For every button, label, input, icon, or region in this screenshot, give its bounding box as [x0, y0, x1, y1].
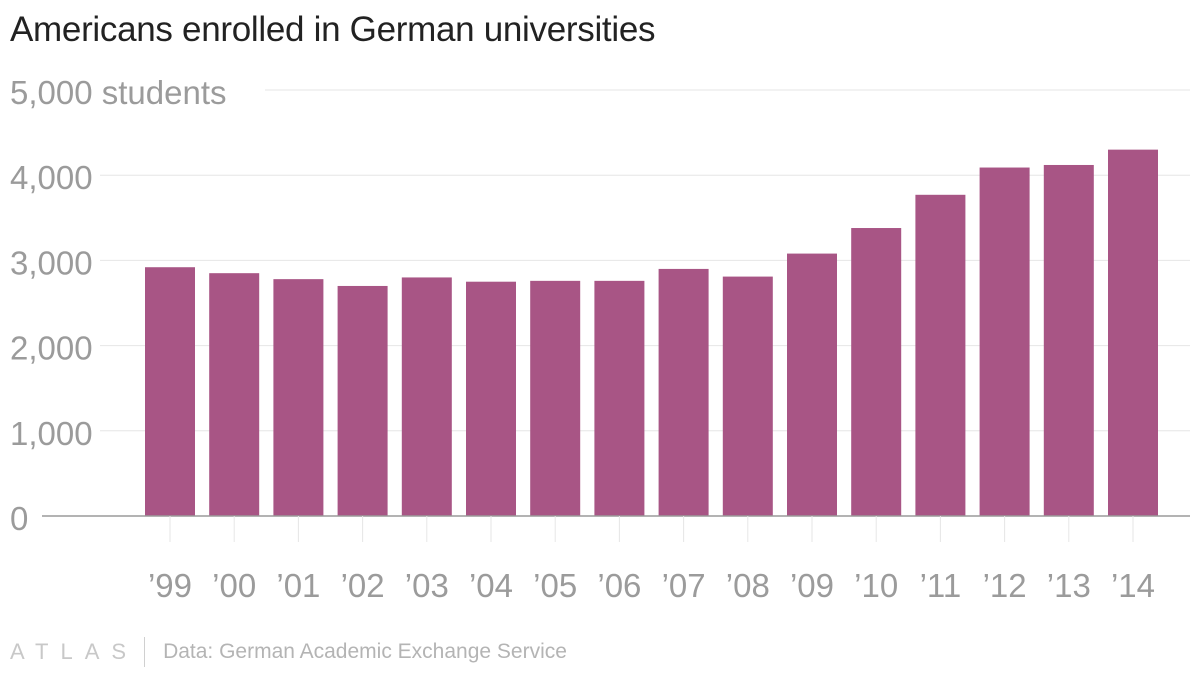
atlas-logo[interactable]: ATLAS [10, 639, 139, 664]
x-tick-label: ’03 [405, 567, 449, 604]
x-tick-label: ’12 [983, 567, 1027, 604]
x-tick-label: ’00 [212, 567, 256, 604]
y-tick-label: 5,000 students [10, 74, 227, 111]
bar[interactable] [209, 273, 260, 516]
bar[interactable] [658, 268, 709, 516]
y-tick-labels: 0 1,000 2,000 3,000 4,000 5,000 students [10, 74, 227, 537]
x-tick-label: ’02 [341, 567, 385, 604]
bars [145, 149, 1158, 517]
x-tick-label: ’14 [1111, 567, 1155, 604]
y-tick-label: 2,000 [10, 330, 93, 367]
bar[interactable] [787, 253, 837, 517]
y-tick-label: 0 [10, 500, 28, 537]
bar[interactable] [722, 276, 773, 516]
bar[interactable] [1043, 164, 1094, 516]
bar[interactable] [530, 280, 581, 516]
bar[interactable] [1108, 149, 1158, 516]
bar[interactable] [594, 280, 645, 516]
x-tick-label: ’01 [276, 567, 320, 604]
bar[interactable] [979, 167, 1030, 517]
x-tick-label: ’05 [533, 567, 577, 604]
x-tick-label: ’04 [469, 567, 513, 604]
y-tick-label: 1,000 [10, 415, 93, 452]
source-note: Data: German Academic Exchange Service [163, 640, 567, 663]
bar[interactable] [915, 194, 966, 516]
x-tick-label: ’13 [1047, 567, 1091, 604]
x-tick-label: ’11 [920, 567, 962, 604]
x-tick-label: ’09 [790, 567, 834, 604]
x-tick-labels: ’99 ’00 ’01 ’02 ’03 ’04 ’05 ’06 ’07 ’08 ’09 ’10 ’11 ’… [148, 516, 1155, 604]
bar[interactable] [145, 267, 195, 516]
bar[interactable] [466, 281, 516, 516]
y-tick-label: 4,000 [10, 159, 93, 196]
bar[interactable] [401, 277, 452, 516]
x-tick-label: ’10 [854, 567, 898, 604]
x-tick-label: ’08 [726, 567, 770, 604]
x-tick-label: ’06 [597, 567, 641, 604]
bar[interactable] [337, 285, 388, 516]
footer-divider [144, 637, 146, 667]
x-tick-label: ’99 [148, 567, 192, 604]
chart-title: Americans enrolled in German universitie… [10, 10, 656, 49]
bar[interactable] [273, 279, 324, 516]
y-tick-label: 3,000 [10, 244, 93, 281]
bar[interactable] [851, 228, 902, 517]
x-tick-label: ’07 [662, 567, 706, 604]
footer: ATLAS Data: German Academic Exchange Ser… [10, 636, 567, 668]
